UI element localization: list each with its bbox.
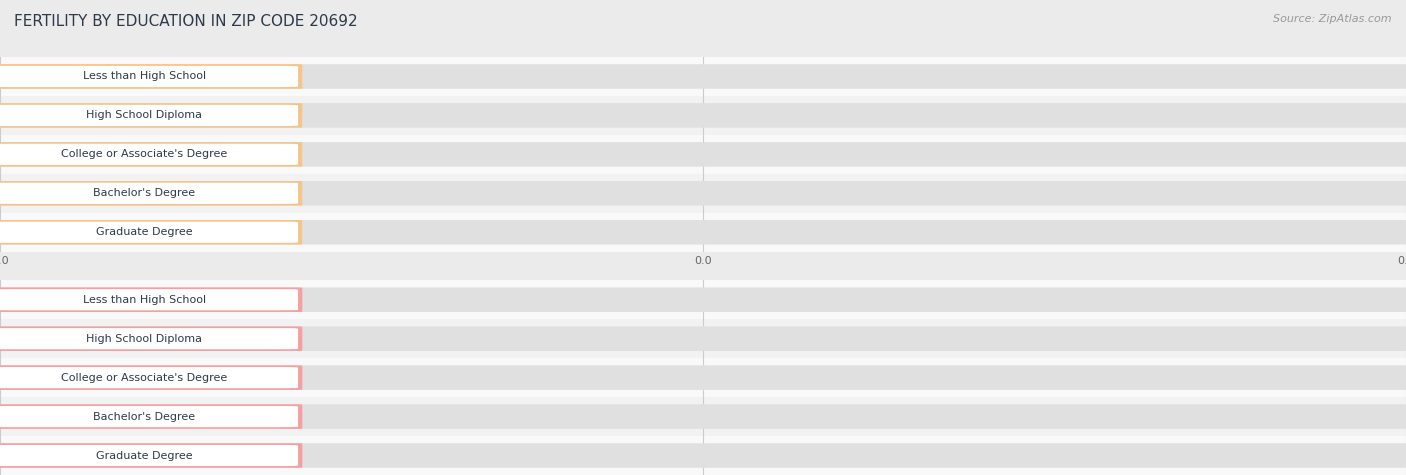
Text: 0.0: 0.0 — [266, 188, 284, 199]
Text: Bachelor's Degree: Bachelor's Degree — [93, 411, 195, 422]
Text: 0.0: 0.0 — [266, 227, 284, 238]
FancyBboxPatch shape — [0, 220, 302, 245]
Bar — [0, 96, 1406, 135]
FancyBboxPatch shape — [0, 142, 1406, 167]
Text: 0.0%: 0.0% — [254, 333, 284, 344]
FancyBboxPatch shape — [0, 181, 1406, 206]
FancyBboxPatch shape — [0, 367, 298, 388]
FancyBboxPatch shape — [0, 365, 1406, 390]
FancyBboxPatch shape — [0, 365, 302, 390]
Text: 0.0: 0.0 — [266, 71, 284, 82]
Text: 0.0%: 0.0% — [254, 411, 284, 422]
FancyBboxPatch shape — [0, 326, 1406, 351]
FancyBboxPatch shape — [0, 287, 302, 312]
FancyBboxPatch shape — [0, 289, 298, 310]
FancyBboxPatch shape — [0, 404, 302, 429]
FancyBboxPatch shape — [0, 103, 1406, 128]
Text: 0.0: 0.0 — [266, 149, 284, 160]
FancyBboxPatch shape — [0, 443, 1406, 468]
Text: FERTILITY BY EDUCATION IN ZIP CODE 20692: FERTILITY BY EDUCATION IN ZIP CODE 20692 — [14, 14, 357, 29]
FancyBboxPatch shape — [0, 222, 298, 243]
Text: College or Associate's Degree: College or Associate's Degree — [60, 149, 228, 160]
Bar — [0, 213, 1406, 252]
Text: College or Associate's Degree: College or Associate's Degree — [60, 372, 228, 383]
FancyBboxPatch shape — [0, 445, 298, 466]
Bar — [0, 319, 1406, 358]
Bar — [0, 436, 1406, 475]
FancyBboxPatch shape — [0, 404, 1406, 429]
FancyBboxPatch shape — [0, 328, 298, 349]
Text: Graduate Degree: Graduate Degree — [96, 227, 193, 238]
Text: High School Diploma: High School Diploma — [86, 110, 202, 121]
Bar — [0, 174, 1406, 213]
FancyBboxPatch shape — [0, 64, 1406, 89]
FancyBboxPatch shape — [0, 64, 302, 89]
FancyBboxPatch shape — [0, 326, 302, 351]
FancyBboxPatch shape — [0, 103, 302, 128]
Bar — [0, 57, 1406, 96]
Text: 0.0: 0.0 — [266, 110, 284, 121]
FancyBboxPatch shape — [0, 287, 1406, 312]
FancyBboxPatch shape — [0, 220, 1406, 245]
FancyBboxPatch shape — [0, 105, 298, 126]
FancyBboxPatch shape — [0, 443, 302, 468]
FancyBboxPatch shape — [0, 144, 298, 165]
Text: Source: ZipAtlas.com: Source: ZipAtlas.com — [1274, 14, 1392, 24]
Text: 0.0%: 0.0% — [254, 450, 284, 461]
Bar — [0, 280, 1406, 319]
Text: Less than High School: Less than High School — [83, 294, 205, 305]
FancyBboxPatch shape — [0, 66, 298, 87]
Bar — [0, 397, 1406, 436]
FancyBboxPatch shape — [0, 406, 298, 427]
Text: High School Diploma: High School Diploma — [86, 333, 202, 344]
Bar — [0, 135, 1406, 174]
Text: 0.0%: 0.0% — [254, 372, 284, 383]
FancyBboxPatch shape — [0, 183, 298, 204]
FancyBboxPatch shape — [0, 181, 302, 206]
Bar — [0, 358, 1406, 397]
FancyBboxPatch shape — [0, 142, 302, 167]
Text: Less than High School: Less than High School — [83, 71, 205, 82]
Text: 0.0%: 0.0% — [254, 294, 284, 305]
Text: Bachelor's Degree: Bachelor's Degree — [93, 188, 195, 199]
Text: Graduate Degree: Graduate Degree — [96, 450, 193, 461]
